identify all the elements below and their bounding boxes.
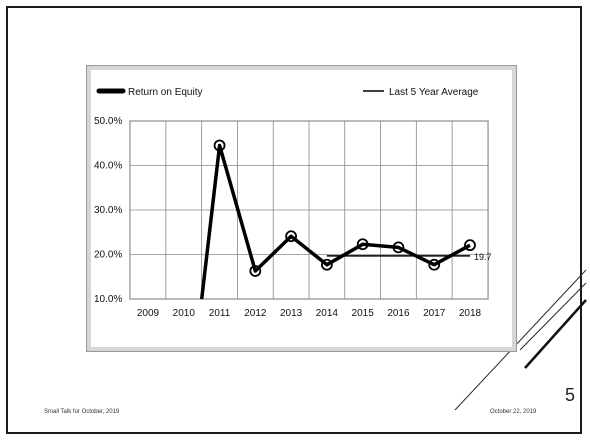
data-point-marker — [320, 258, 333, 271]
slide-number: 5 — [565, 385, 576, 405]
data-point-marker — [249, 265, 262, 277]
x-tick-label: 2016 — [387, 308, 410, 319]
y-tick-label: 20.0% — [94, 250, 122, 261]
y-tick-label: 50.0% — [94, 116, 122, 127]
series-line-return-on-equity — [199, 143, 471, 300]
x-tick-label: 2014 — [316, 308, 339, 319]
y-tick-label: 40.0% — [94, 161, 122, 172]
footer-title: Small Talk for October, 2019 — [44, 409, 120, 415]
legend-label-return-on-equity: Return on Equity — [128, 87, 203, 98]
return-on-equity-chart: 10.0% 20.0% 30.0% 40.0% 50.0% 2009 2010 2011 201… — [94, 87, 492, 319]
chart-frame: 10.0% 20.0% 30.0% 40.0% 50.0% 2009 2010 2011 201… — [86, 65, 517, 352]
x-tick-label: 2013 — [280, 308, 303, 319]
x-tick-label: 2017 — [423, 308, 446, 319]
footer-date: October 22, 2019 — [490, 409, 537, 415]
y-tick-label: 30.0% — [94, 205, 122, 216]
x-tick-label: 2012 — [244, 308, 267, 319]
x-tick-label: 2011 — [209, 308, 231, 319]
average-value-label: 19.7 — [474, 252, 492, 262]
data-point-marker — [213, 139, 226, 152]
slide-border — [6, 6, 582, 434]
data-point-marker — [464, 239, 476, 252]
data-point-marker — [392, 241, 405, 254]
x-tick-label: 2010 — [173, 308, 196, 319]
y-tick-label: 10.0% — [94, 294, 122, 305]
x-tick-label: 2009 — [137, 308, 160, 319]
chart-area: 10.0% 20.0% 30.0% 40.0% 50.0% 2009 2010 2011 201… — [91, 70, 512, 347]
x-tick-label: 2018 — [459, 308, 482, 319]
x-tick-label: 2015 — [352, 308, 375, 319]
data-point-marker — [285, 230, 298, 243]
legend-label-average: Last 5 Year Average — [389, 87, 479, 98]
data-point-marker — [428, 258, 441, 271]
data-point-marker — [356, 238, 369, 251]
